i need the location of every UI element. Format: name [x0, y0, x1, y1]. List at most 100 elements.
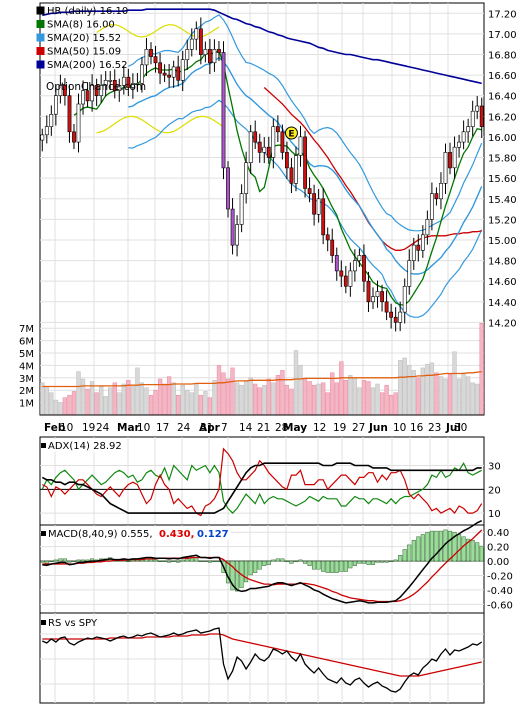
volume-bar	[148, 394, 154, 416]
adx-tick-label: 10	[488, 509, 501, 520]
candle-body	[457, 141, 462, 148]
macd-histogram-bar	[447, 530, 453, 562]
month-label: Jul	[445, 422, 461, 434]
candle-body	[362, 255, 366, 282]
volume-bar	[171, 382, 176, 416]
rs-line	[42, 627, 483, 693]
macd-histogram-bar	[393, 559, 398, 562]
legend-swatch	[36, 33, 45, 42]
volume-bar	[71, 391, 77, 416]
candle-body	[72, 131, 76, 143]
volume-bar	[262, 384, 267, 416]
macd-histogram-bar	[420, 534, 425, 562]
volume-bar	[289, 388, 294, 416]
adx-plus-di-line	[41, 461, 482, 514]
candle-body	[90, 85, 95, 102]
adx-tick-label: 20	[488, 485, 501, 496]
volume-bar	[185, 389, 190, 416]
candle-body	[470, 110, 475, 127]
volume-tick-label: 7M	[19, 324, 34, 335]
volume-bar	[189, 392, 194, 416]
envelope-line-lower	[96, 115, 224, 134]
candle-body	[40, 134, 45, 141]
macd-histogram-bar	[330, 560, 335, 573]
macd-legend-bg	[41, 527, 231, 540]
macd-histogram-bar	[230, 560, 235, 591]
candle-body	[194, 28, 199, 40]
macd-histogram-bar	[457, 534, 462, 562]
macd-histogram-bar	[248, 560, 253, 576]
volume-bar	[434, 372, 439, 416]
macd-histogram-bar	[452, 531, 457, 562]
macd-histogram-bar	[343, 560, 348, 572]
price-tick-label: 15.40	[488, 195, 517, 206]
adx-line	[41, 462, 482, 514]
candle-body	[321, 198, 326, 236]
macd-histogram-bar	[384, 560, 389, 563]
volume-bar	[452, 351, 457, 416]
price-tick-label: 15.80	[488, 154, 517, 165]
candle-body	[352, 260, 357, 272]
candle-body	[176, 66, 181, 81]
volume-bar	[465, 376, 471, 416]
macd-legend-label: MACD(8,40,9) 0.555,	[48, 529, 153, 540]
rs-legend-label: RS vs SPY	[48, 618, 98, 629]
macd-histogram-bar	[171, 560, 176, 562]
volume-bar	[271, 382, 276, 416]
macd-histogram-bar	[235, 560, 240, 592]
volume-bar	[352, 377, 358, 416]
month-label: Apr	[199, 422, 221, 434]
volume-bar	[40, 382, 45, 416]
volume-bar	[393, 392, 398, 416]
candle-body	[167, 74, 172, 78]
day-label: 12	[313, 422, 326, 434]
volume-bar	[230, 367, 235, 416]
macd-histogram-bar	[434, 530, 439, 562]
macd-legend-swatch	[41, 531, 46, 536]
macd-histogram-bar	[298, 559, 303, 562]
macd-histogram-bar	[40, 560, 45, 563]
volume-bar	[479, 322, 484, 416]
legend-label: SMA(8) 16.00	[47, 20, 115, 31]
candle-body	[208, 49, 212, 64]
rs-legend-bg	[41, 616, 111, 629]
candle-body	[284, 152, 289, 169]
volume-tick-label: 2M	[19, 386, 34, 397]
day-label: 31	[200, 422, 213, 434]
candle-body	[429, 193, 434, 220]
volume-bar	[139, 382, 145, 416]
macd-histogram-bar	[275, 558, 280, 562]
price-tick-label: 17.20	[488, 9, 517, 20]
month-label: Mar	[117, 422, 141, 434]
volume-bar	[402, 357, 407, 416]
candle-body	[416, 244, 421, 251]
candle-body	[99, 85, 104, 97]
price-tick-label: 16.80	[488, 51, 517, 62]
price-tick-label: 17.00	[488, 30, 517, 41]
candle-body	[131, 83, 135, 88]
legend-label: SMA(20) 15.52	[47, 33, 121, 44]
candle-body	[384, 301, 389, 313]
volume-bar	[348, 375, 353, 416]
candle-body	[289, 167, 294, 184]
macd-histogram-bar	[126, 560, 131, 562]
volume-bar	[447, 373, 453, 416]
price-tick-label: 14.40	[488, 298, 517, 309]
candle-body	[479, 105, 484, 127]
macd-histogram-bar	[253, 560, 258, 573]
candle-body	[420, 234, 425, 251]
candle-body	[307, 188, 312, 194]
volume-bar	[370, 387, 376, 416]
macd-histogram-bar	[198, 560, 203, 562]
macd-histogram-bar	[180, 559, 185, 562]
adx-legend-label: ADX(14) 28.92	[48, 441, 122, 452]
macd-histogram-bar	[438, 530, 443, 562]
volume-bar	[108, 387, 113, 416]
legend-swatch	[36, 20, 45, 28]
candle-body	[149, 49, 153, 57]
candle-body	[126, 76, 131, 88]
macd-histogram-bar	[389, 560, 394, 562]
volume-bar	[253, 383, 258, 416]
candle-body	[316, 198, 321, 215]
macd-histogram-bar	[153, 559, 158, 562]
